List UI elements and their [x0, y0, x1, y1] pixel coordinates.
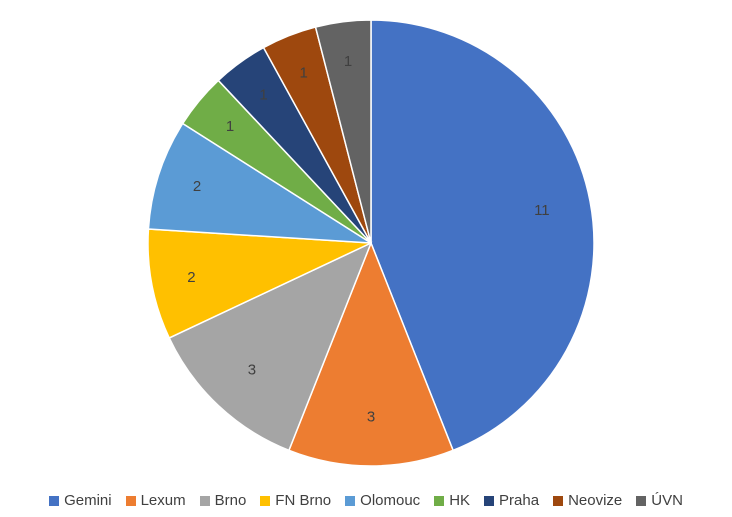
- data-label-praha: 1: [259, 87, 267, 104]
- data-label-brno: 3: [248, 361, 256, 378]
- data-label-neovize: 1: [300, 64, 308, 81]
- pie-slice-brno: [168, 241, 373, 452]
- data-label-olomouc: 2: [193, 178, 201, 195]
- legend-swatch: [636, 495, 647, 506]
- legend-label: Olomouc: [360, 492, 421, 509]
- legend-label: Lexum: [140, 492, 186, 509]
- legend-item-úvn: ÚVN: [636, 492, 683, 509]
- legend-item-olomouc: Olomouc: [345, 492, 420, 509]
- pie-slice-fn-brno: [147, 228, 372, 339]
- legend-item-hk: HK: [434, 492, 470, 509]
- legend-item-praha: Praha: [484, 492, 539, 509]
- data-label-lexum: 3: [367, 408, 375, 425]
- legend-label: Brno: [214, 492, 247, 509]
- legend-label: ÚVN: [651, 492, 683, 509]
- legend-label: Neovize: [568, 492, 623, 509]
- data-label-úvn: 1: [344, 53, 352, 70]
- legend-label: HK: [449, 492, 471, 509]
- pie-slice-lexum: [287, 240, 455, 467]
- legend-swatch: [553, 495, 564, 506]
- pie-slice-gemini: [370, 19, 595, 452]
- legend: Gemini Lexum Brno FN Brno Olomouc HK Praha Neov…: [0, 492, 732, 509]
- legend-item-fn-brno: FN Brno: [260, 492, 331, 509]
- data-label-hk: 1: [226, 118, 234, 135]
- pie-slice-úvn: [314, 19, 372, 244]
- legend-swatch: [434, 495, 445, 506]
- legend-swatch: [199, 495, 210, 506]
- legend-swatch: [345, 495, 356, 506]
- legend-item-neovize: Neovize: [553, 492, 622, 509]
- pie-slice-olomouc: [147, 122, 372, 244]
- legend-item-lexum: Lexum: [125, 492, 186, 509]
- legend-item-gemini: Gemini: [49, 492, 112, 509]
- legend-swatch: [484, 495, 495, 506]
- legend-label: FN Brno: [275, 492, 332, 509]
- legend-label: Gemini: [64, 492, 112, 509]
- data-label-fn-brno: 2: [187, 269, 195, 286]
- legend-label: Praha: [499, 492, 540, 509]
- legend-swatch: [260, 495, 271, 506]
- legend-swatch: [49, 495, 60, 506]
- legend-swatch: [125, 495, 136, 506]
- data-label-gemini: 11: [534, 202, 550, 219]
- legend-item-brno: Brno: [199, 492, 247, 509]
